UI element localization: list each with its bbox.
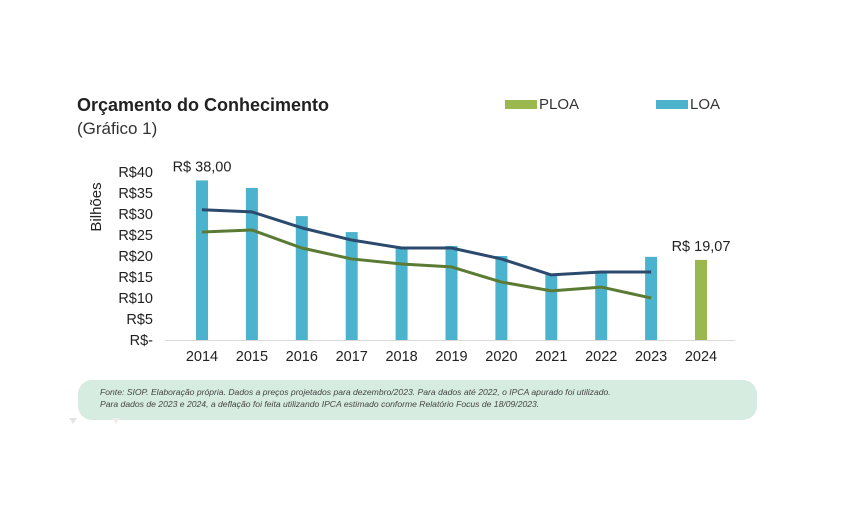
x-tick-label: 2015 bbox=[236, 349, 268, 365]
line-series-1 bbox=[201, 208, 652, 277]
bar-loa-2014 bbox=[196, 180, 208, 340]
data-label-2024: R$ 19,07 bbox=[672, 239, 731, 255]
bar-loa-2019 bbox=[445, 245, 458, 340]
x-tick-label: 2024 bbox=[685, 349, 717, 365]
source-footnote: Fonte: SIOP. Elaboração própria. Dados a… bbox=[78, 380, 757, 420]
x-tick-label: 2019 bbox=[435, 349, 467, 365]
x-tick-label: 2018 bbox=[385, 349, 417, 365]
x-tick-label: 2020 bbox=[485, 349, 517, 365]
line-series-2 bbox=[201, 228, 652, 300]
data-label-2014: R$ 38,00 bbox=[173, 159, 232, 175]
x-tick-label: 2023 bbox=[635, 349, 667, 365]
x-tick-label: 2014 bbox=[186, 349, 218, 365]
chart-subtitle: (Gráfico 1) bbox=[77, 119, 158, 138]
bar-loa-2021 bbox=[545, 274, 558, 340]
bar-loa-2022 bbox=[595, 272, 608, 340]
y-tick-label: R$35 bbox=[118, 186, 153, 202]
x-tick-label: 2017 bbox=[336, 349, 368, 365]
legend-swatch-loa bbox=[656, 100, 688, 109]
chart-title: Orçamento do Conhecimento bbox=[77, 95, 330, 115]
decorative-triangle-marker bbox=[69, 418, 77, 424]
legend-label-loa: LOA bbox=[690, 96, 721, 113]
chart-plot: R$- R$5 R$10 R$15 R$20 R$25 R$30 R$35 R$40 Bilhõe… bbox=[88, 159, 735, 365]
y-tick-label: R$30 bbox=[118, 207, 153, 223]
footnote-line-2: Para dados de 2023 e 2024, a deflação fo… bbox=[100, 399, 540, 409]
x-tick-label: 2016 bbox=[286, 349, 318, 365]
y-tick-label: R$20 bbox=[118, 249, 153, 265]
y-tick-label: R$- bbox=[130, 333, 154, 349]
bar-loa-2020 bbox=[495, 256, 508, 340]
y-tick-label: R$5 bbox=[126, 312, 153, 328]
y-tick-label: R$15 bbox=[118, 270, 153, 286]
bar-loa-2015 bbox=[245, 187, 258, 340]
bar-ploa-2024 bbox=[695, 259, 707, 340]
bar-loa-2023 bbox=[645, 256, 658, 340]
decorative-triangle-marker bbox=[112, 418, 120, 424]
bar-loa-2018 bbox=[395, 248, 408, 340]
bar-loa-2017 bbox=[345, 232, 358, 340]
legend-item-ploa: PLOA bbox=[505, 96, 579, 113]
bar-loa-2016 bbox=[295, 216, 308, 340]
y-axis-title: Bilhões bbox=[88, 182, 105, 231]
y-tick-label: R$40 bbox=[118, 165, 153, 181]
y-tick-label: R$10 bbox=[118, 291, 153, 307]
x-tick-label: 2022 bbox=[585, 349, 617, 365]
footnote-line-1: Fonte: SIOP. Elaboração própria. Dados a… bbox=[100, 387, 611, 397]
legend-item-loa: LOA bbox=[656, 96, 720, 113]
x-tick-label: 2021 bbox=[535, 349, 567, 365]
legend-label-ploa: PLOA bbox=[539, 96, 580, 113]
y-tick-label: R$25 bbox=[118, 228, 153, 244]
legend-swatch-ploa bbox=[505, 100, 537, 109]
